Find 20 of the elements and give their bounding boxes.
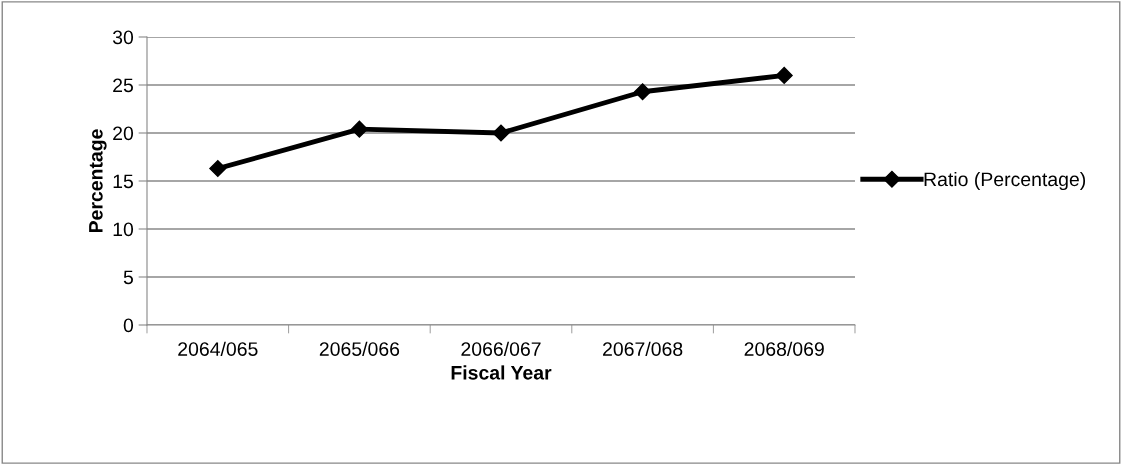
- y-axis-title: Percentage: [89, 129, 107, 233]
- x-tick-label: 2068/069: [744, 341, 824, 356]
- y-tick-label: 25: [113, 78, 133, 93]
- legend-label: Ratio (Percentage): [924, 171, 1086, 191]
- x-axis-title: Fiscal Year: [451, 365, 552, 380]
- point: [350, 120, 368, 138]
- point: [492, 124, 510, 142]
- y-tick-label: 5: [123, 270, 133, 285]
- x-tick-label: 2065/066: [319, 341, 400, 356]
- y-tick-label: 20: [113, 126, 134, 141]
- point: [775, 66, 793, 84]
- x-tick-label: 2066/067: [461, 341, 541, 356]
- y-tick-label: 15: [113, 174, 133, 189]
- point: [209, 159, 227, 178]
- point: [634, 83, 652, 101]
- y-tick-label: 0: [123, 318, 134, 333]
- x-tick-label: 2067/068: [603, 341, 683, 356]
- x-tick-label: 2064/065: [178, 341, 258, 356]
- y-tick-label: 10: [113, 222, 134, 237]
- y-tick-label: 30: [112, 30, 134, 45]
